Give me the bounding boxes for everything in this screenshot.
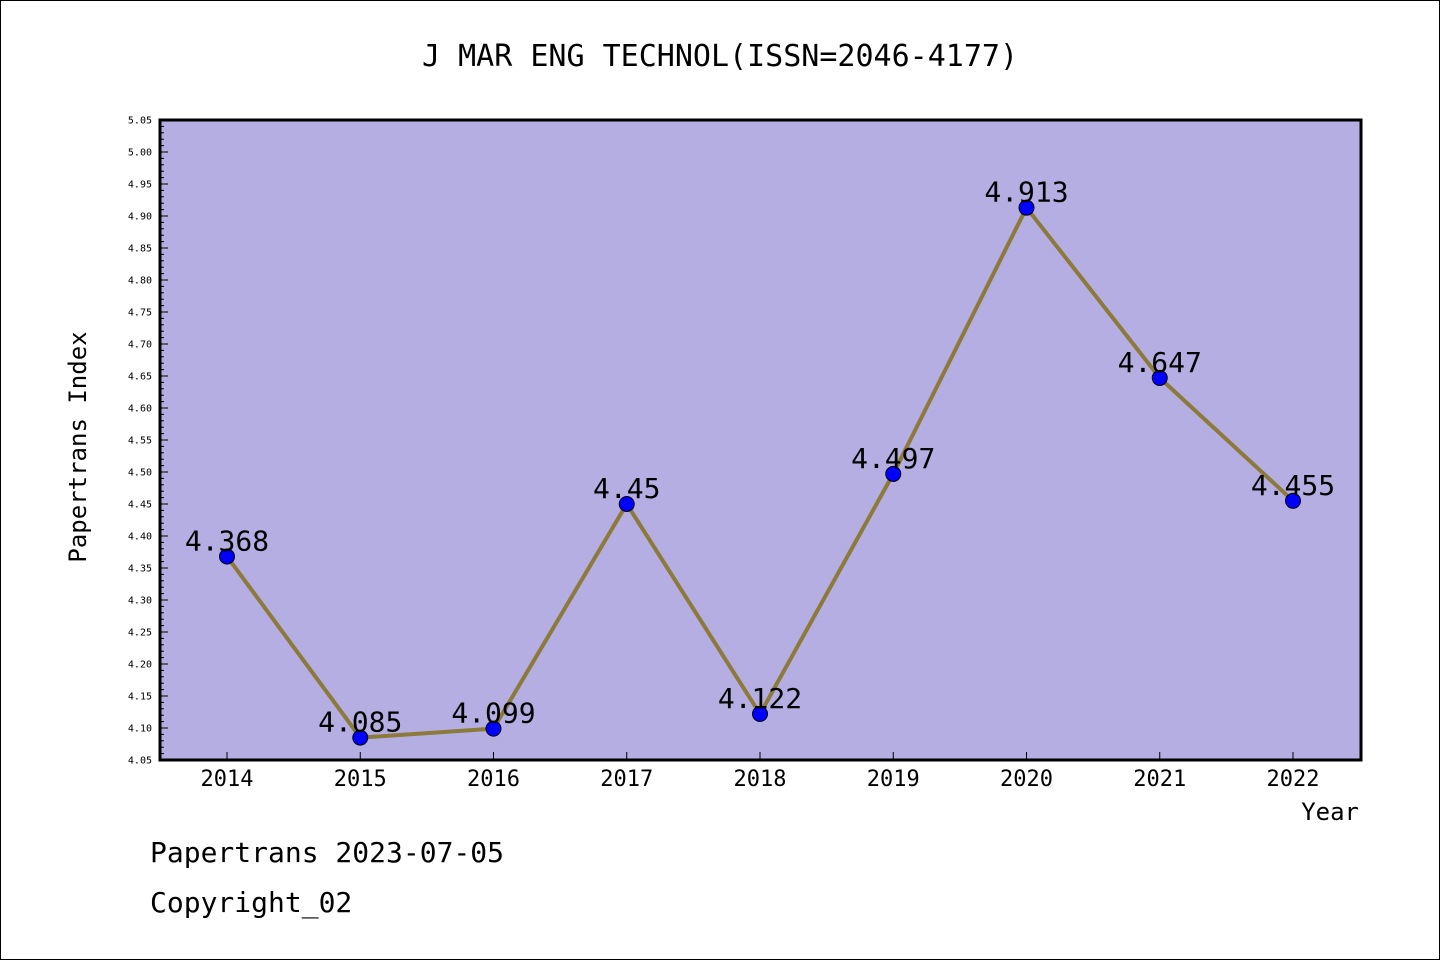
y-tick-label: 4.50: [128, 468, 152, 479]
y-tick-label: 4.30: [128, 596, 152, 607]
x-tick-label: 2020: [1000, 767, 1053, 792]
y-tick-label: 4.80: [128, 276, 152, 287]
data-point: [1018, 199, 1035, 216]
line-segment: [491, 502, 629, 731]
y-tick-label: 4.70: [128, 340, 152, 351]
data-label: 4.368: [185, 524, 269, 557]
y-tick-label: 4.35: [128, 564, 152, 575]
line-segment: [758, 471, 896, 716]
line-segment: [225, 554, 363, 740]
y-tick-label: 4.25: [128, 628, 152, 639]
line-segment: [624, 502, 762, 716]
data-point: [885, 465, 902, 482]
y-tick-label: 4.75: [128, 308, 152, 319]
y-tick-label: 4.20: [128, 660, 152, 671]
y-tick-label: 5.00: [128, 148, 152, 159]
chart-title: J MAR ENG TECHNOL(ISSN=2046-4177): [422, 39, 1018, 74]
y-tick-label: 4.85: [128, 244, 152, 255]
x-tick-label: 2017: [600, 767, 653, 792]
y-tick-label: 4.60: [128, 404, 152, 415]
data-labels-group: 4.368 4.085 4.099 4.45 4.122 4.497 4.913 4.647 4…: [185, 176, 1335, 739]
line-segment: [1157, 375, 1295, 503]
data-label: 4.647: [1118, 346, 1202, 379]
x-axis: 2014 2015 2016 2017 2018 2019 2020 2021 2022: [201, 752, 1320, 792]
data-label: 4.122: [718, 682, 802, 715]
x-tick-label: 2018: [734, 767, 787, 792]
x-tick-label: 2019: [867, 767, 920, 792]
y-tick-label: 4.40: [128, 532, 152, 543]
plot-border: [158, 118, 1363, 762]
x-tick-label: 2014: [201, 767, 254, 792]
footer-date: Papertrans 2023-07-05: [150, 836, 505, 869]
y-axis-label: Papertrans Index: [64, 331, 92, 562]
x-tick-label: 2021: [1133, 767, 1186, 792]
series-line-group: [225, 205, 1295, 740]
data-point: [752, 705, 768, 722]
y-tick-label: 4.05: [128, 756, 152, 767]
y-tick-label: 4.65: [128, 372, 152, 383]
line-segment: [891, 205, 1029, 476]
line-segment: [358, 726, 496, 740]
y-tick-label: 4.10: [128, 724, 152, 735]
data-label: 4.455: [1251, 469, 1335, 502]
y-tick-label: 4.90: [128, 212, 152, 223]
data-point: [352, 729, 369, 746]
y-tick-label: 5.05: [128, 116, 152, 127]
plot-area: [160, 120, 1361, 760]
data-label: 4.099: [451, 697, 535, 730]
y-tick-label: 4.15: [128, 692, 152, 703]
y-tick-label: 4.45: [128, 500, 152, 511]
data-point: [618, 496, 635, 512]
y-tick-label: 4.55: [128, 436, 152, 447]
x-tick-label: 2015: [334, 767, 387, 792]
data-label: 4.913: [984, 176, 1068, 209]
data-point: [1285, 492, 1301, 509]
x-axis-label: Year: [1301, 798, 1359, 826]
series-points-group: [219, 199, 1301, 746]
x-tick-label: 2016: [467, 767, 520, 792]
line-segment: [1024, 205, 1162, 380]
footer-copyright: Copyright_02: [150, 886, 353, 919]
data-point: [1151, 369, 1168, 386]
data-point: [485, 720, 502, 737]
data-label: 4.497: [851, 442, 935, 475]
data-label: 4.085: [318, 706, 402, 739]
y-tick-label: 4.95: [128, 180, 152, 191]
data-label: 4.45: [593, 472, 660, 505]
x-tick-label: 2022: [1267, 767, 1320, 792]
data-point: [219, 548, 235, 565]
